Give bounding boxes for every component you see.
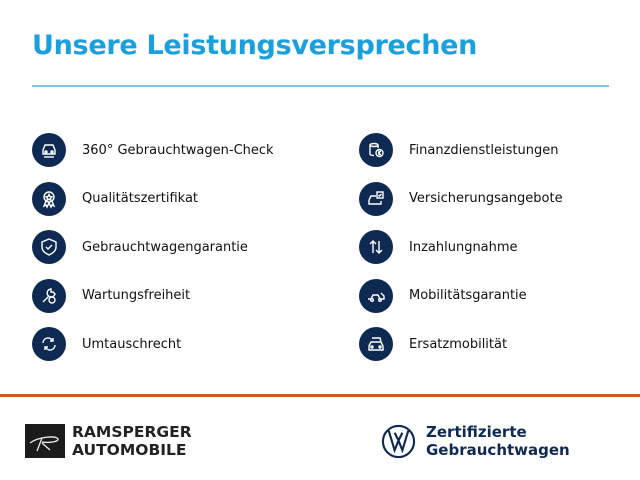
item-label: Inzahlungnahme — [409, 239, 518, 255]
item-label: Mobilitätsgarantie — [409, 288, 527, 304]
list-item: Inzahlungnahme — [359, 223, 563, 272]
item-label: Umtauschrecht — [82, 336, 182, 352]
list-item: Qualitätszertifikat — [32, 175, 274, 224]
ramsperger-r-logo-icon — [25, 424, 65, 458]
car-check-icon — [32, 133, 66, 168]
vw-logo-icon — [381, 424, 416, 458]
award-icon — [32, 181, 66, 216]
footer-divider — [0, 394, 640, 397]
vw-text-line1: Zertifizierte — [426, 423, 527, 441]
title-divider — [32, 85, 609, 87]
up-down-arrows-icon — [359, 230, 393, 265]
page-title: Unsere Leistungsversprechen — [32, 30, 478, 61]
item-label: Ersatzmobilität — [409, 336, 508, 352]
item-label: Qualitätszertifikat — [82, 191, 199, 207]
dealer-name-line2: AUTOMOBILE — [72, 441, 187, 459]
wrench-icon — [32, 278, 66, 313]
left-column: 360° Gebrauchtwagen-Check Qualitätszerti… — [32, 126, 274, 369]
exchange-icon — [32, 327, 66, 362]
coins-euro-icon — [359, 133, 393, 168]
list-item: Gebrauchtwagengarantie — [32, 223, 274, 272]
right-column: Finanzdienstleistungen Versicherungsange… — [359, 126, 563, 369]
item-label: Wartungsfreiheit — [82, 288, 191, 304]
vw-certified-logo: Zertifizierte Gebrauchtwagen — [381, 423, 570, 459]
replacement-car-icon — [359, 327, 393, 362]
list-item: Ersatzmobilität — [359, 320, 563, 369]
item-label: Gebrauchtwagengarantie — [82, 239, 248, 255]
dealer-name-line1: RAMSPERGER — [72, 423, 192, 441]
item-label: Versicherungsangebote — [409, 191, 563, 207]
list-item: Wartungsfreiheit — [32, 272, 274, 321]
list-item: Versicherungsangebote — [359, 175, 563, 224]
item-label: Finanzdienstleistungen — [409, 142, 559, 158]
list-item: Umtauschrecht — [32, 320, 274, 369]
vw-text-line2: Gebrauchtwagen — [426, 441, 570, 459]
shield-check-icon — [32, 230, 66, 265]
tow-truck-icon — [359, 278, 393, 313]
list-item: Mobilitätsgarantie — [359, 272, 563, 321]
car-insurance-icon — [359, 181, 393, 216]
list-item: Finanzdienstleistungen — [359, 126, 563, 175]
item-label: 360° Gebrauchtwagen-Check — [82, 142, 274, 158]
ramsperger-logo: RAMSPERGER AUTOMOBILE — [25, 423, 192, 459]
list-item: 360° Gebrauchtwagen-Check — [32, 126, 274, 175]
